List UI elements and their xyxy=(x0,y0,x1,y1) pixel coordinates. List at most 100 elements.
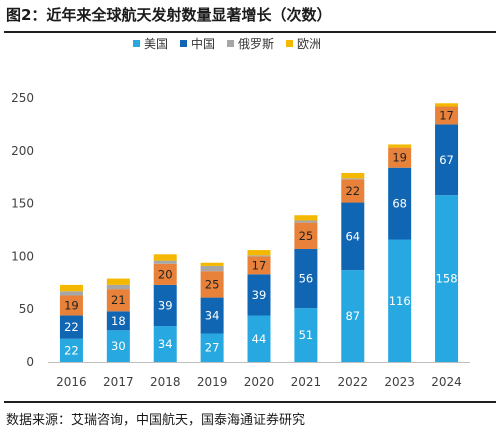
bar-segment-中国-2021 xyxy=(294,249,318,309)
legend-swatch xyxy=(286,40,293,47)
data-label: 34 xyxy=(205,309,220,323)
bar-segment-美国-2024 xyxy=(435,195,459,362)
data-label: 25 xyxy=(205,277,220,291)
bar-segment-other-2017 xyxy=(106,289,130,312)
bar-segment-俄罗斯-2022 xyxy=(341,178,365,180)
bar-segment-中国-2023 xyxy=(388,167,412,240)
data-label: 22 xyxy=(64,343,79,357)
bar-segment-other-2021 xyxy=(294,222,318,250)
bar-segment-欧洲-2016 xyxy=(59,284,83,292)
bar-segment-中国-2017 xyxy=(106,311,130,331)
bar-segment-欧洲-2022 xyxy=(341,172,365,179)
source-note: 数据来源：艾瑞咨询，中国航天，国泰海通证券研究 xyxy=(6,413,306,428)
x-tick-label: 2016 xyxy=(56,375,87,389)
data-label: 39 xyxy=(158,299,173,313)
bar-segment-欧洲-2018 xyxy=(153,254,177,261)
bar-segment-中国-2018 xyxy=(153,284,177,327)
bar-segment-美国-2020 xyxy=(247,315,271,362)
legend-label: 中国 xyxy=(191,36,215,51)
data-label: 21 xyxy=(111,293,126,307)
bar-segment-俄罗斯-2021 xyxy=(294,220,318,223)
legend-label: 美国 xyxy=(144,37,168,51)
data-label: 64 xyxy=(345,229,360,243)
bar-segment-中国-2022 xyxy=(341,202,365,271)
bar-segment-美国-2023 xyxy=(388,239,412,362)
data-label: 51 xyxy=(299,328,314,342)
legend-swatch xyxy=(180,40,187,47)
bar-segment-美国-2017 xyxy=(106,330,130,362)
data-label: 19 xyxy=(392,151,407,165)
stacked-bar-chart: 美国 中国 俄罗斯 欧洲 0 50 100 150 200 250 22 22 19 30 18 21 34… xyxy=(11,36,470,389)
bar-segment-other-2018 xyxy=(153,263,177,285)
x-tick-label: 2020 xyxy=(244,375,275,389)
x-tick-label: 2022 xyxy=(338,375,369,389)
bar-segment-中国-2020 xyxy=(247,274,271,316)
legend: 美国 中国 俄罗斯 欧洲 xyxy=(133,36,321,51)
x-tick-label: 2021 xyxy=(291,375,322,389)
bar-segment-美国-2022 xyxy=(341,270,365,362)
y-tick-label: 0 xyxy=(26,355,34,369)
bar-segment-俄罗斯-2018 xyxy=(153,260,177,264)
legend-swatch xyxy=(227,40,234,47)
data-label: 22 xyxy=(345,184,360,198)
data-label: 67 xyxy=(439,153,454,167)
bar-segment-欧洲-2024 xyxy=(435,103,459,107)
bar-segment-other-2019 xyxy=(200,271,224,298)
bar-segment-欧洲-2017 xyxy=(106,278,130,285)
x-tick-label: 2023 xyxy=(384,375,415,389)
bar-segment-欧洲-2021 xyxy=(294,215,318,221)
y-axis: 0 50 100 150 200 250 xyxy=(11,91,34,369)
bar-segment-other-2016 xyxy=(59,295,83,316)
bar-segment-中国-2016 xyxy=(59,315,83,339)
y-tick-label: 50 xyxy=(19,302,34,316)
x-tick-label: 2019 xyxy=(197,375,228,389)
bars: 22 22 19 30 18 21 34 39 20 27 34 25 44 39 17 51 56 25 87 64… xyxy=(59,103,459,362)
data-label: 44 xyxy=(252,332,267,346)
bar-segment-美国-2018 xyxy=(153,326,177,362)
data-label: 34 xyxy=(158,337,173,351)
chart-title: 图2：近年来全球航天发射数量显著增长（次数） xyxy=(6,6,332,24)
data-label: 22 xyxy=(64,320,79,334)
title-rule xyxy=(4,31,496,33)
bar-segment-欧洲-2019 xyxy=(200,262,224,266)
data-label: 27 xyxy=(205,341,220,355)
data-label: 18 xyxy=(111,314,126,328)
data-label: 19 xyxy=(64,299,79,313)
bar-segment-俄罗斯-2019 xyxy=(200,265,224,272)
source-rule xyxy=(4,401,496,403)
data-label: 56 xyxy=(299,272,314,286)
legend-label: 俄罗斯 xyxy=(238,37,274,51)
bar-segment-俄罗斯-2017 xyxy=(106,284,130,290)
bar-segment-欧洲-2023 xyxy=(388,144,412,148)
y-tick-label: 250 xyxy=(11,91,34,105)
bar-segment-美国-2021 xyxy=(294,308,318,362)
bar-segment-other-2023 xyxy=(388,147,412,168)
x-tick-label: 2024 xyxy=(431,375,462,389)
y-tick-label: 200 xyxy=(11,144,34,158)
data-label: 116 xyxy=(389,294,411,308)
bar-segment-美国-2016 xyxy=(59,338,83,362)
bar-segment-中国-2019 xyxy=(200,297,224,334)
y-tick-label: 100 xyxy=(11,249,34,263)
data-label: 17 xyxy=(252,258,267,272)
bar-segment-other-2024 xyxy=(435,106,459,125)
bar-segment-美国-2019 xyxy=(200,333,224,362)
y-tick-label: 150 xyxy=(11,197,34,211)
bar-segment-俄罗斯-2016 xyxy=(59,291,83,296)
data-label: 25 xyxy=(299,229,314,243)
bar-segment-俄罗斯-2020 xyxy=(247,255,271,257)
bar-segment-other-2020 xyxy=(247,256,271,275)
data-label: 20 xyxy=(158,267,173,281)
x-tick-label: 2018 xyxy=(150,375,181,389)
x-tick-label: 2017 xyxy=(103,375,134,389)
legend-swatch xyxy=(133,40,140,47)
data-label: 68 xyxy=(392,197,407,211)
data-label: 87 xyxy=(345,309,360,323)
legend-label: 欧洲 xyxy=(297,37,321,51)
data-label: 30 xyxy=(111,339,126,353)
bar-segment-欧洲-2020 xyxy=(247,250,271,256)
data-label: 17 xyxy=(439,108,454,122)
x-axis: 2016 2017 2018 2019 2020 2021 2022 2023 2024 xyxy=(48,362,470,389)
data-label: 158 xyxy=(436,272,458,286)
bar-segment-中国-2024 xyxy=(435,124,459,196)
